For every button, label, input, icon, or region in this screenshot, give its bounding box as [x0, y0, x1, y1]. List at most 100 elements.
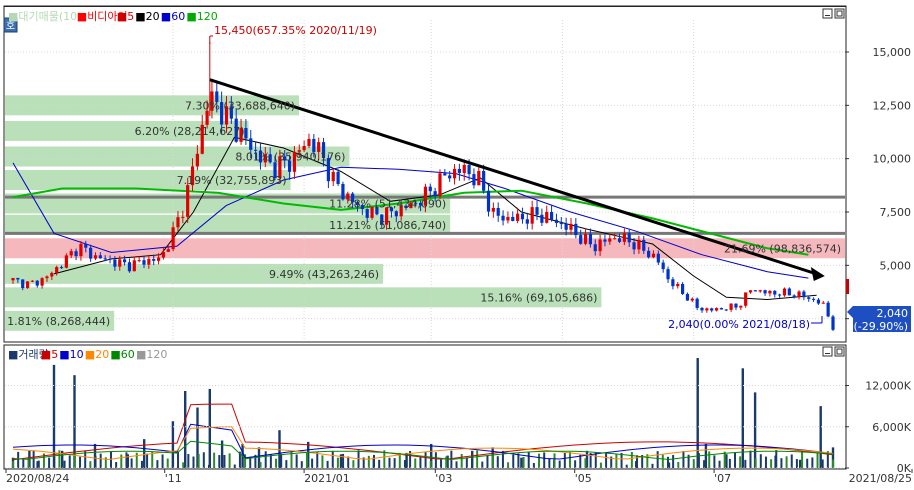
ma-line-120: [12, 187, 809, 256]
volume-bar: [667, 462, 671, 468]
volume-panel[interactable]: [3, 344, 847, 470]
legend-item[interactable]: ■60: [161, 10, 185, 23]
volume-bar: [568, 451, 571, 468]
candle-body: [506, 216, 510, 221]
minimize-icon[interactable]: [822, 346, 833, 357]
candle-body: [98, 255, 102, 259]
y-tick-label: 15,000: [873, 46, 912, 59]
volume-bar: [259, 462, 262, 468]
supply-zone-label: 1.81% (8,268,444): [7, 315, 110, 328]
volume-bar: [527, 451, 530, 468]
maximize-icon[interactable]: [834, 8, 845, 19]
volume-bar: [646, 454, 649, 468]
volume-bar: [109, 451, 112, 468]
legend-item[interactable]: ■120: [186, 10, 217, 23]
volume-bar: [455, 461, 458, 468]
volume-bar: [584, 458, 587, 468]
candle-body: [156, 257, 161, 261]
volume-bar: [37, 460, 40, 468]
x-tick-label: '07: [714, 472, 731, 485]
volume-bar: [799, 459, 802, 468]
candle-body: [443, 173, 447, 176]
supply-zone-bar: [5, 287, 602, 308]
legend-item[interactable]: ■대기매물(10): [8, 10, 81, 23]
volume-bar: [357, 450, 360, 468]
high-label: 15,450(657.35% 2020/11/19): [214, 24, 377, 37]
candle-body: [317, 142, 321, 152]
y-tick-label: 6,000K: [872, 421, 911, 434]
volume-bar: [434, 452, 437, 468]
volume-bar: [605, 453, 608, 468]
legend-item[interactable]: ■5: [41, 348, 58, 361]
volume-bar: [140, 460, 143, 468]
candle-body: [55, 267, 59, 273]
volume-bar: [264, 451, 267, 468]
volume-bar: [419, 457, 422, 468]
volume-bar: [553, 453, 556, 468]
candle-body: [346, 193, 350, 200]
x-tick-label: '05: [575, 472, 592, 485]
candle-body: [651, 253, 656, 258]
candle-body: [370, 206, 374, 218]
legend-item[interactable]: ■120: [136, 348, 167, 361]
candle-body: [142, 260, 146, 265]
legend-item[interactable]: ■60: [110, 348, 134, 361]
volume-bar: [143, 439, 146, 468]
candle-body: [530, 207, 534, 224]
volume-bar: [718, 460, 721, 468]
volume-legend: ■거래량■5 ■10 ■20 ■60 ■120: [8, 348, 167, 361]
legend-item[interactable]: ■10: [59, 348, 83, 361]
candle-body: [496, 207, 500, 216]
legend-item[interactable]: ■비디아이: [77, 10, 128, 23]
volume-bar: [311, 458, 314, 468]
x-tick-label: 2020/08/24: [6, 472, 69, 485]
volume-bar: [104, 457, 107, 468]
volume-bar: [610, 456, 613, 468]
mode-button[interactable]: [3, 17, 18, 33]
volume-bar: [146, 453, 149, 468]
volume-bar: [795, 459, 798, 468]
volume-bar: [84, 450, 87, 468]
candle-body: [234, 118, 238, 142]
volume-bar: [331, 450, 334, 468]
volume-bar: [460, 453, 463, 468]
maximize-icon[interactable]: [834, 346, 845, 357]
candle-body: [108, 258, 112, 260]
volume-bar: [352, 460, 355, 468]
volume-bar: [476, 450, 479, 468]
volume-bar: [696, 358, 699, 468]
volume-bar: [666, 456, 669, 468]
legend-item[interactable]: ■20: [85, 348, 109, 361]
candle-body: [312, 138, 316, 152]
legend-item[interactable]: ■20: [135, 10, 159, 23]
volume-bar: [429, 460, 432, 468]
candle-body: [554, 219, 559, 223]
volume-bar: [496, 456, 499, 468]
candle-body: [414, 202, 418, 204]
candle-body: [598, 239, 602, 252]
candle-body: [215, 91, 219, 103]
candle-body: [244, 128, 248, 139]
volume-bar: [775, 450, 778, 468]
candle-body: [540, 214, 544, 223]
volume-bar: [491, 455, 494, 468]
legend-item[interactable]: ■5: [117, 10, 134, 23]
candle-body: [59, 267, 64, 269]
volume-bar: [532, 463, 535, 468]
candle-body: [423, 186, 428, 206]
volume-bar: [780, 458, 783, 468]
minimize-icon[interactable]: [822, 8, 833, 19]
volume-bar: [254, 454, 257, 468]
candle-body: [25, 281, 30, 289]
legend-item[interactable]: ■거래량: [8, 348, 49, 361]
volume-bar: [233, 464, 236, 468]
volume-bar: [481, 461, 484, 468]
candle-body: [593, 244, 597, 252]
candle-body: [11, 277, 15, 281]
candle-body: [50, 272, 54, 277]
volume-bar: [120, 454, 123, 468]
candle-body: [283, 156, 287, 161]
volume-bar: [367, 455, 370, 468]
